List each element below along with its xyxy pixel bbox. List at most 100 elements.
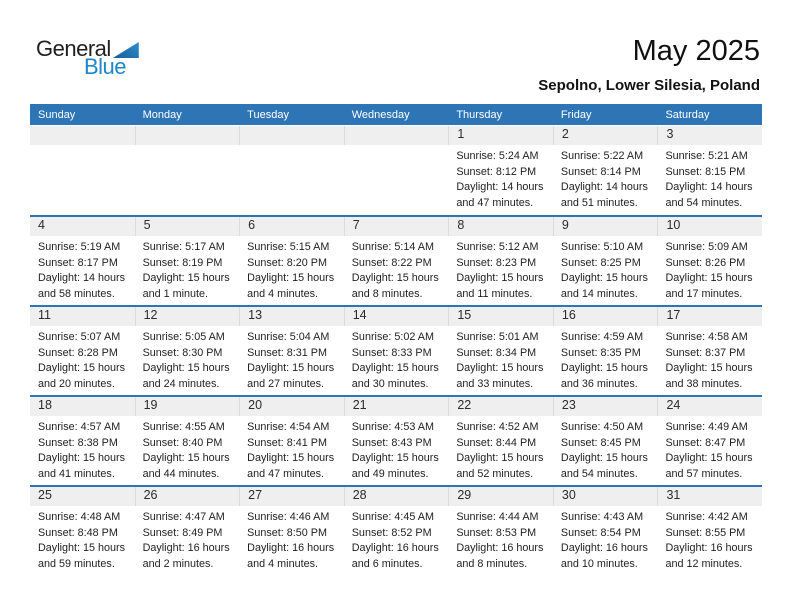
day-cell-15: 15 Sunrise: 5:01 AM Sunset: 8:34 PM Dayligh… bbox=[448, 307, 553, 395]
day-details: Sunrise: 5:10 AM Sunset: 8:25 PM Daylight:… bbox=[553, 236, 658, 303]
day-cell-26: 26 Sunrise: 4:47 AM Sunset: 8:49 PM Dayligh… bbox=[134, 487, 240, 575]
day-cell-19: 19 Sunrise: 4:55 AM Sunset: 8:40 PM Dayligh… bbox=[134, 397, 240, 485]
detail-line: Daylight: 15 hours bbox=[247, 452, 335, 465]
weekday-header-friday: Friday bbox=[560, 108, 592, 121]
day-cell-21: 21 Sunrise: 4:53 AM Sunset: 8:43 PM Dayligh… bbox=[343, 397, 449, 485]
day-number: 2 bbox=[552, 126, 658, 145]
detail-line: and 51 minutes. bbox=[560, 197, 638, 210]
detail-line: Sunset: 8:52 PM bbox=[351, 526, 432, 539]
detail-line: Daylight: 15 hours bbox=[247, 362, 335, 375]
day-details: Sunrise: 5:19 AM Sunset: 8:17 PM Daylight:… bbox=[30, 236, 135, 303]
day-number bbox=[343, 126, 449, 145]
detail-line: Sunset: 8:19 PM bbox=[142, 256, 223, 269]
detail-line: and 47 minutes. bbox=[456, 197, 534, 210]
detail-line: Sunrise: 4:59 AM bbox=[560, 331, 644, 343]
detail-line: Daylight: 15 hours bbox=[351, 272, 439, 285]
title-block: May 2025 Sepolno, Lower Silesia, Poland bbox=[538, 35, 760, 94]
day-cell-29: 29 Sunrise: 4:44 AM Sunset: 8:53 PM Dayligh… bbox=[448, 487, 553, 575]
detail-line: and 17 minutes. bbox=[665, 288, 743, 301]
detail-line: Daylight: 15 hours bbox=[142, 452, 230, 465]
logo-text-general: General bbox=[36, 36, 111, 61]
calendar-body: 1 Sunrise: 5:24 AM Sunset: 8:12 PM Daylight… bbox=[30, 125, 763, 575]
calendar-month-title: May 2025 bbox=[632, 35, 760, 67]
day-number: 16 bbox=[552, 307, 658, 326]
detail-line: Sunset: 8:20 PM bbox=[247, 256, 327, 269]
detail-line: Daylight: 15 hours bbox=[142, 362, 230, 375]
day-details: Sunrise: 4:54 AM Sunset: 8:41 PM Daylight:… bbox=[239, 416, 344, 483]
detail-line: Daylight: 16 hours bbox=[351, 542, 439, 555]
day-number: 15 bbox=[448, 307, 553, 326]
detail-line: and 27 minutes. bbox=[247, 378, 324, 391]
day-number: 25 bbox=[30, 487, 135, 506]
day-cell-28: 28 Sunrise: 4:45 AM Sunset: 8:52 PM Dayligh… bbox=[343, 487, 449, 575]
detail-line: Daylight: 14 hours bbox=[665, 181, 753, 194]
day-number: 30 bbox=[552, 487, 658, 506]
detail-line: Daylight: 15 hours bbox=[665, 362, 753, 375]
day-number bbox=[239, 126, 344, 145]
detail-line: Sunset: 8:37 PM bbox=[665, 346, 746, 359]
detail-line: and 59 minutes. bbox=[38, 558, 115, 571]
detail-line: Sunrise: 4:47 AM bbox=[142, 511, 225, 523]
week-row: 4 Sunrise: 5:19 AM Sunset: 8:17 PM Daylight… bbox=[30, 215, 763, 305]
day-details: Sunrise: 4:42 AM Sunset: 8:55 PM Daylight:… bbox=[657, 506, 762, 573]
detail-line: Sunset: 8:26 PM bbox=[665, 256, 746, 269]
day-details: Sunrise: 4:48 AM Sunset: 8:48 PM Daylight:… bbox=[30, 506, 135, 573]
day-details: Sunrise: 5:09 AM Sunset: 8:26 PM Daylight:… bbox=[657, 236, 762, 303]
detail-line: Sunrise: 4:57 AM bbox=[38, 421, 121, 433]
day-number: 10 bbox=[657, 217, 763, 236]
detail-line: Daylight: 14 hours bbox=[560, 181, 648, 194]
detail-line: Sunrise: 5:12 AM bbox=[456, 241, 539, 253]
detail-line: Sunset: 8:55 PM bbox=[665, 526, 746, 539]
detail-line: Daylight: 16 hours bbox=[665, 542, 753, 555]
detail-line: Sunset: 8:12 PM bbox=[456, 165, 537, 178]
detail-line: Daylight: 15 hours bbox=[351, 362, 439, 375]
day-details bbox=[344, 145, 449, 149]
detail-line: Sunset: 8:35 PM bbox=[560, 346, 641, 359]
detail-line: Sunrise: 4:45 AM bbox=[351, 511, 434, 523]
day-details: Sunrise: 4:53 AM Sunset: 8:43 PM Daylight:… bbox=[344, 416, 449, 483]
day-cell-11: 11 Sunrise: 5:07 AM Sunset: 8:28 PM Dayligh… bbox=[30, 307, 135, 395]
detail-line: Daylight: 16 hours bbox=[247, 542, 335, 555]
detail-line: Daylight: 16 hours bbox=[142, 542, 230, 555]
detail-line: Sunrise: 4:58 AM bbox=[665, 331, 748, 343]
detail-line: and 8 minutes. bbox=[351, 288, 423, 301]
weekday-header-thursday: Thursday bbox=[456, 108, 503, 121]
detail-line: Sunrise: 5:21 AM bbox=[665, 150, 748, 162]
day-number: 28 bbox=[343, 487, 449, 506]
detail-line: and 11 minutes. bbox=[456, 288, 533, 301]
detail-line: and 6 minutes. bbox=[351, 558, 423, 571]
detail-line: and 33 minutes. bbox=[456, 378, 534, 391]
day-number: 17 bbox=[657, 307, 763, 326]
day-details: Sunrise: 5:17 AM Sunset: 8:19 PM Daylight:… bbox=[135, 236, 240, 303]
day-details: Sunrise: 5:22 AM Sunset: 8:14 PM Daylight:… bbox=[553, 145, 658, 212]
day-cell-empty bbox=[30, 126, 135, 215]
detail-line: Sunset: 8:54 PM bbox=[560, 526, 641, 539]
detail-line: Sunrise: 4:43 AM bbox=[560, 511, 644, 523]
detail-line: and 4 minutes. bbox=[247, 288, 318, 301]
detail-line: Sunrise: 4:54 AM bbox=[247, 421, 330, 433]
detail-line: and 24 minutes. bbox=[142, 378, 220, 391]
detail-line: and 57 minutes. bbox=[665, 468, 743, 481]
day-details: Sunrise: 5:05 AM Sunset: 8:30 PM Daylight:… bbox=[135, 326, 240, 393]
detail-line: and 20 minutes. bbox=[38, 378, 115, 391]
week-row: 18 Sunrise: 4:57 AM Sunset: 8:38 PM Dayligh… bbox=[30, 395, 763, 485]
day-cell-13: 13 Sunrise: 5:04 AM Sunset: 8:31 PM Dayligh… bbox=[239, 307, 344, 395]
day-number: 29 bbox=[448, 487, 553, 506]
detail-line: and 58 minutes. bbox=[38, 288, 115, 301]
day-cell-empty bbox=[239, 126, 344, 215]
detail-line: Sunrise: 4:53 AM bbox=[351, 421, 434, 433]
day-cell-17: 17 Sunrise: 4:58 AM Sunset: 8:37 PM Dayligh… bbox=[657, 307, 763, 395]
day-cell-9: 9 Sunrise: 5:10 AM Sunset: 8:25 PM Daylight… bbox=[552, 217, 658, 305]
detail-line: Daylight: 15 hours bbox=[351, 452, 439, 465]
detail-line: Sunset: 8:47 PM bbox=[665, 436, 746, 449]
detail-line: Daylight: 15 hours bbox=[560, 452, 648, 465]
day-number: 22 bbox=[448, 397, 553, 416]
detail-line: Sunset: 8:30 PM bbox=[142, 346, 223, 359]
weekday-header-wednesday: Wednesday bbox=[351, 108, 410, 121]
detail-line: Sunset: 8:25 PM bbox=[560, 256, 641, 269]
detail-line: Sunrise: 4:42 AM bbox=[665, 511, 748, 523]
detail-line: Sunrise: 4:52 AM bbox=[456, 421, 539, 433]
day-cell-23: 23 Sunrise: 4:50 AM Sunset: 8:45 PM Dayligh… bbox=[552, 397, 658, 485]
day-details: Sunrise: 5:12 AM Sunset: 8:23 PM Daylight:… bbox=[448, 236, 553, 303]
